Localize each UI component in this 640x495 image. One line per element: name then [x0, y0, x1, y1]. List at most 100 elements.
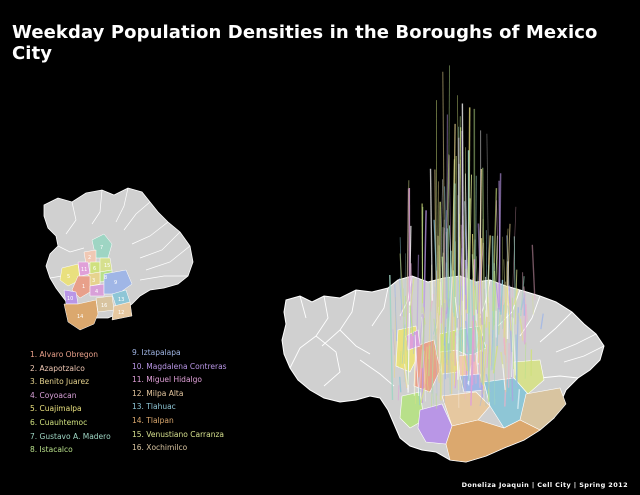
density-spike: [495, 282, 500, 310]
density-spike: [517, 389, 521, 409]
main-borough-13: [513, 359, 545, 395]
density-spike: [413, 345, 417, 396]
density-spike: [422, 306, 426, 325]
map-title: Weekday Population Densities in the Boro…: [12, 22, 598, 64]
density-spike: [413, 349, 416, 404]
density-spike: [403, 363, 409, 390]
density-spikes: [389, 65, 544, 409]
density-spike: [498, 180, 501, 312]
density-spike: [501, 295, 506, 356]
density-spike: [470, 316, 475, 406]
overview-borough-9: [103, 269, 133, 295]
density-spike: [443, 186, 449, 318]
legend-item-3: 3. Benito Juarez: [30, 377, 90, 387]
density-spike: [463, 355, 468, 372]
svg-text:6: 6: [93, 266, 96, 272]
density-spike: [398, 277, 403, 317]
main-borough-10: [399, 391, 425, 429]
density-spike: [477, 223, 483, 325]
density-spike: [471, 233, 475, 316]
density-spike: [448, 276, 453, 344]
density-spike: [466, 313, 470, 380]
density-spike: [474, 285, 477, 310]
density-spike: [493, 235, 498, 326]
density-spike: [429, 168, 433, 301]
density-spike: [421, 316, 426, 402]
density-spike: [479, 389, 484, 407]
density-spike: [464, 377, 466, 400]
density-spike: [405, 180, 410, 339]
density-spike: [511, 297, 514, 370]
density-spike: [442, 71, 446, 309]
density-spike: [482, 167, 486, 343]
density-spike: [403, 253, 406, 383]
density-spike: [448, 225, 454, 313]
svg-text:10: 10: [67, 296, 73, 302]
density-spike: [485, 276, 488, 317]
svg-text:13: 13: [118, 297, 124, 303]
density-spike: [486, 133, 490, 304]
density-spike: [502, 364, 506, 390]
legend-item-13: 13. Tlahuac: [132, 402, 176, 412]
legend-item-5: 5. Cuajimalpa: [30, 404, 82, 414]
density-spike: [486, 334, 490, 368]
density-spike: [454, 241, 457, 345]
overview-map: 7 211 6 15 8 3 5 1 10 4 9 13 16 12 14: [43, 187, 194, 331]
svg-text:14: 14: [77, 314, 83, 320]
density-spike: [399, 253, 405, 317]
density-spike: [485, 373, 491, 393]
svg-text:5: 5: [67, 274, 70, 280]
overview-borough-numbers: 7 211 6 15 8 3 5 1 10 4 9 13 16 12 14: [67, 245, 124, 320]
density-spike: [433, 318, 439, 358]
density-spike: [441, 219, 445, 306]
density-spike: [506, 223, 511, 314]
density-spike: [394, 284, 398, 342]
density-spike: [524, 342, 527, 379]
density-spike: [531, 244, 536, 301]
svg-text:3: 3: [92, 278, 95, 284]
legend-item-14: 14. Tlalpan: [132, 415, 174, 425]
density-spike: [464, 259, 467, 310]
svg-text:1: 1: [82, 284, 85, 290]
density-spike: [392, 329, 396, 355]
legend-item-11: 11. Miguel Hidalgo: [132, 375, 202, 385]
density-spike: [443, 227, 445, 331]
legend-item-12: 12. Milpa Alta: [132, 388, 184, 398]
overview-borough-4: [89, 283, 105, 297]
legend-item-9: 9. Iztapalapa: [132, 348, 181, 357]
svg-text:8: 8: [104, 275, 107, 281]
density-spike: [492, 270, 496, 330]
density-spike: [496, 200, 499, 304]
density-spike: [406, 188, 410, 352]
density-spike: [476, 256, 480, 345]
density-spike: [448, 250, 452, 336]
legend-item-8: 8. Istacalco: [30, 445, 73, 455]
density-spike: [456, 327, 459, 380]
svg-text:2: 2: [88, 255, 91, 261]
density-spike: [397, 385, 400, 401]
legend-item-15: 15. Venustiano Carranza: [132, 429, 224, 439]
density-spike: [466, 198, 471, 314]
density-spike: [508, 291, 513, 312]
density-spike: [492, 345, 499, 374]
credit-line: Doneliza Joaquin | Cell City | Spring 20…: [461, 481, 628, 489]
density-spike: [487, 297, 492, 366]
density-spike: [409, 305, 414, 337]
density-spike: [414, 334, 420, 397]
overview-borough-1: [71, 275, 91, 299]
density-spike: [492, 188, 498, 311]
density-spike: [485, 391, 487, 407]
density-spike: [431, 335, 435, 407]
density-spike: [463, 147, 466, 311]
overview-municipal-borders: [49, 187, 191, 281]
legend-item-10: 10. Magdalena Contreras: [132, 361, 227, 371]
density-spike: [440, 299, 446, 401]
density-spike: [507, 305, 513, 352]
legend-item-1: 1. Alvaro Obregon: [30, 350, 98, 359]
density-spike: [447, 65, 450, 308]
density-spike: [428, 345, 431, 377]
legend-item-2: 2. Azapotzalco: [30, 363, 85, 373]
density-spike: [399, 303, 404, 321]
density-spike: [399, 237, 402, 311]
density-spike: [500, 279, 504, 315]
